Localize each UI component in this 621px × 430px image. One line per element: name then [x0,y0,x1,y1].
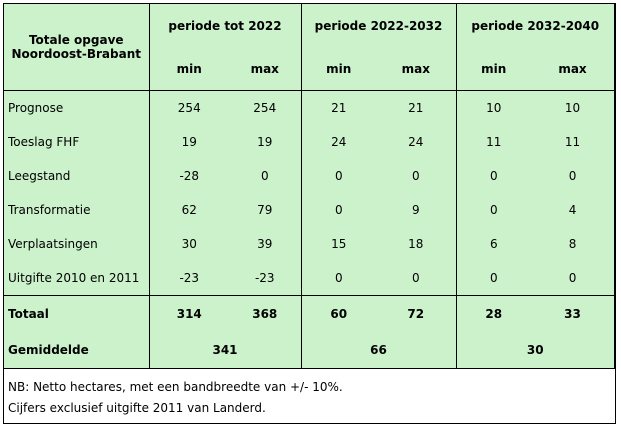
data-row: Leegstand -28 0 0 0 0 0 [4,159,616,193]
row-label: Uitgifte 2010 en 2011 [4,261,150,296]
row-label: Toeslag FHF [4,125,150,159]
row-label: Verplaatsingen [4,227,150,261]
table-title: Totale opgave Noordoost-Brabant [4,4,150,91]
cell-value: 24 [376,125,457,159]
cell-value: -23 [149,261,229,296]
cell-value: 18 [376,227,457,261]
cell-value: 21 [376,90,457,125]
subheader: max [531,48,616,91]
cell-value: 0 [456,261,532,296]
data-row: Prognose 254 254 21 21 10 10 [4,90,616,125]
cell-value: 4 [531,193,616,227]
total-row: Totaal 314 368 60 72 28 33 [4,295,616,332]
cell-value: -28 [149,159,229,193]
cell-value: 19 [229,125,302,159]
cell-value: 0 [376,159,457,193]
cell-value: 10 [456,90,532,125]
cell-value: 8 [531,227,616,261]
cell-value: 341 [149,332,302,369]
cell-value: 72 [376,295,457,332]
period-header: periode 2022-2032 [301,4,457,48]
cell-value: 254 [229,90,302,125]
period-header: periode 2032-2040 [456,4,616,48]
cell-value: 0 [301,159,377,193]
row-label: Gemiddelde [4,332,150,369]
cell-value: 30 [149,227,229,261]
table-frame: Totale opgave Noordoost-Brabant periode t… [3,3,616,424]
cell-value: 0 [301,193,377,227]
subheader: min [149,48,229,91]
subheader: max [376,48,457,91]
data-row: Verplaatsingen 30 39 15 18 6 8 [4,227,616,261]
cell-value: 66 [301,332,457,369]
cell-value: 0 [531,261,616,296]
cell-value: 39 [229,227,302,261]
data-table: Totale opgave Noordoost-Brabant periode t… [4,4,616,369]
cell-value: 0 [229,159,302,193]
header-row: Totale opgave Noordoost-Brabant periode t… [4,4,616,91]
cell-value: 10 [531,90,616,125]
cell-value: 28 [456,295,532,332]
row-label: Leegstand [4,159,150,193]
cell-value: 21 [301,90,377,125]
cell-value: 0 [456,159,532,193]
cell-value: 9 [376,193,457,227]
subheader: min [456,48,532,91]
row-label: Transformatie [4,193,150,227]
data-row: Transformatie 62 79 0 9 0 4 [4,193,616,227]
subheader: max [229,48,302,91]
cell-value: 11 [531,125,616,159]
cell-value: -23 [229,261,302,296]
note: NB: Netto hectares, met een bandbreedte … [8,380,343,394]
subheader: min [301,48,377,91]
cell-value: 254 [149,90,229,125]
cell-value: 19 [149,125,229,159]
data-row: Uitgifte 2010 en 2011 -23 -23 0 0 0 0 [4,261,616,296]
cell-value: 30 [456,332,616,369]
cell-value: 24 [301,125,377,159]
cell-value: 79 [229,193,302,227]
cell-value: 60 [301,295,377,332]
cell-value: 314 [149,295,229,332]
cell-value: 6 [456,227,532,261]
cell-value: 0 [531,159,616,193]
cell-value: 15 [301,227,377,261]
cell-value: 368 [229,295,302,332]
cell-value: 0 [301,261,377,296]
subheader-row: min max min max min max [4,48,616,91]
period-header: periode tot 2022 [149,4,302,48]
notes: NB: Netto hectares, met een bandbreedte … [4,369,615,419]
row-label: Totaal [4,295,150,332]
cell-value: 0 [456,193,532,227]
cell-value: 62 [149,193,229,227]
average-row: Gemiddelde 341 66 30 [4,332,616,369]
row-label: Prognose [4,90,150,125]
cell-value: 33 [531,295,616,332]
cell-value: 11 [456,125,532,159]
cell-value: 0 [376,261,457,296]
note: Cijfers exclusief uitgifte 2011 van Land… [8,401,266,415]
data-row: Toeslag FHF 19 19 24 24 11 11 [4,125,616,159]
